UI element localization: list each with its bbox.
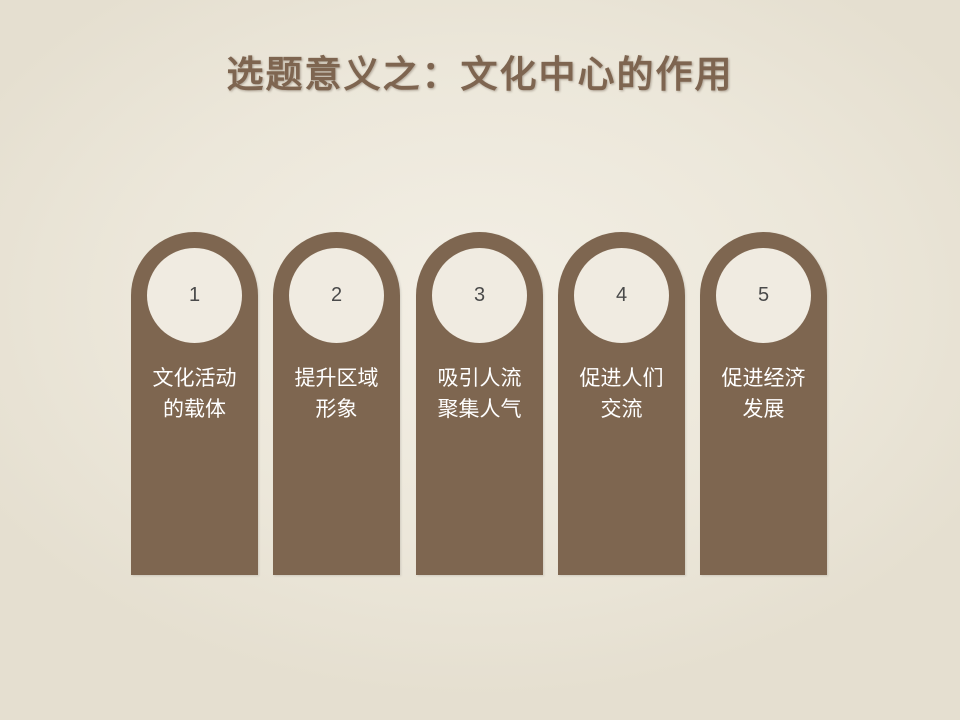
card-label-line: 促进人们 xyxy=(579,366,664,390)
card-number: 1 xyxy=(147,248,242,343)
card-2: 2 提升区域 形象 xyxy=(273,232,400,575)
card-label-line: 提升区域 xyxy=(294,366,379,390)
card-3: 3 吸引人流 聚集人气 xyxy=(416,232,543,575)
card-label-line: 形象 xyxy=(315,397,358,421)
card-number: 5 xyxy=(716,248,811,343)
card-label-line: 吸引人流 xyxy=(437,366,522,390)
card-label-line: 促进经济 xyxy=(721,366,806,390)
card-label: 提升区域 形象 xyxy=(273,363,400,425)
card-number: 2 xyxy=(289,248,384,343)
card-1: 1 文化活动 的载体 xyxy=(131,232,258,575)
card-label-line: 发展 xyxy=(742,397,785,421)
card-number: 4 xyxy=(574,248,669,343)
card-label-line: 文化活动 xyxy=(152,366,237,390)
card-label: 促进经济 发展 xyxy=(700,363,827,425)
card-label: 文化活动 的载体 xyxy=(131,363,258,425)
card-label-line: 聚集人气 xyxy=(437,397,522,421)
card-label-line: 交流 xyxy=(600,397,643,421)
card-label-line: 的载体 xyxy=(163,397,226,421)
card-5: 5 促进经济 发展 xyxy=(700,232,827,575)
card-number: 3 xyxy=(432,248,527,343)
card-4: 4 促进人们 交流 xyxy=(558,232,685,575)
card-label: 吸引人流 聚集人气 xyxy=(416,363,543,425)
slide-title: 选题意义之：文化中心的作用 xyxy=(226,53,734,96)
card-label: 促进人们 交流 xyxy=(558,363,685,425)
